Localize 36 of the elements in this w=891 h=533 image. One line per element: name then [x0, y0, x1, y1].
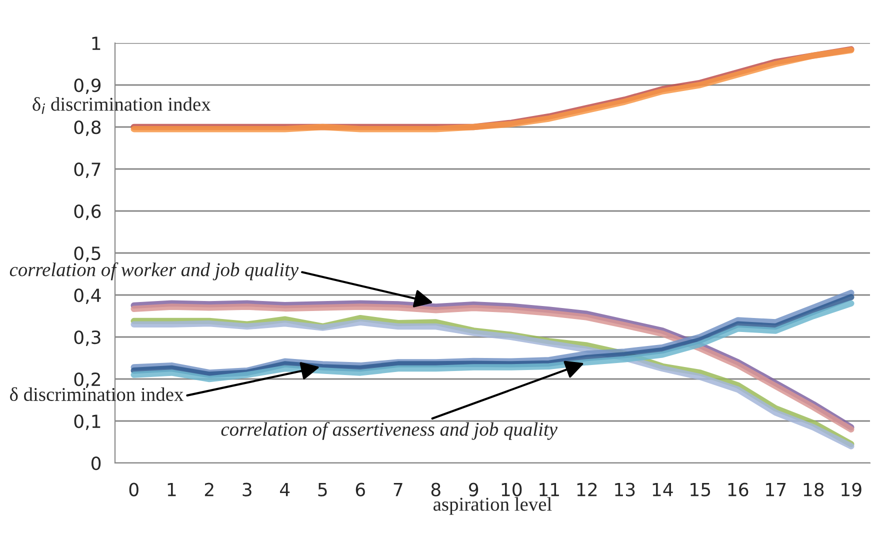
x-tick-label: 4 [280, 483, 290, 496]
x-tick-label: 16 [728, 482, 748, 496]
x-tick-label: 7 [394, 483, 402, 496]
x-tick-label: 5 [318, 483, 327, 496]
x-tick-label: 18 [804, 482, 824, 496]
x-tick-label: 3 [242, 482, 252, 496]
y-tick-label: 0,6 [74, 204, 101, 220]
y-tick-label: 0,5 [74, 246, 100, 262]
annotation: correlation of assertiveness and job quality [221, 422, 558, 440]
x-tick-label: 13 [615, 482, 635, 496]
x-tick-label: 12 [577, 482, 597, 496]
y-tick-label: 1 [92, 36, 100, 50]
y-tick-label: 0 [92, 456, 101, 470]
x-axis-title: aspiration level [434, 497, 552, 515]
y-tick-label: 0,8 [74, 120, 101, 136]
annotation: correlation of worker and job quality [10, 262, 299, 280]
x-tick-label: 9 [469, 482, 478, 496]
y-tick-label: 0,9 [74, 78, 101, 94]
x-tick-label: 11 [540, 483, 559, 496]
x-tick-label: 1 [168, 483, 176, 496]
y-tick-label: 0,7 [74, 162, 100, 178]
x-tick-label: 6 [356, 482, 365, 496]
x-tick-label: 14 [652, 483, 673, 496]
x-tick-label: 2 [204, 482, 214, 496]
x-tick-label: 15 [690, 483, 710, 496]
x-tick-label: 19 [842, 482, 862, 496]
x-tick-label: 10 [502, 482, 522, 496]
x-tick-label: 0 [129, 482, 138, 496]
y-tick-label: 0,4 [74, 288, 101, 304]
y-tick-label: 0,2 [74, 372, 100, 388]
annotation: δ$_{i}$ discrimination index [32, 97, 211, 114]
x-tick-label: 8 [431, 482, 440, 496]
y-tick-label: 0,1 [74, 414, 100, 430]
annotation: δ discrimination index [10, 387, 184, 402]
y-tick-label: 0,3 [74, 330, 100, 346]
x-tick-label: 17 [766, 483, 786, 496]
